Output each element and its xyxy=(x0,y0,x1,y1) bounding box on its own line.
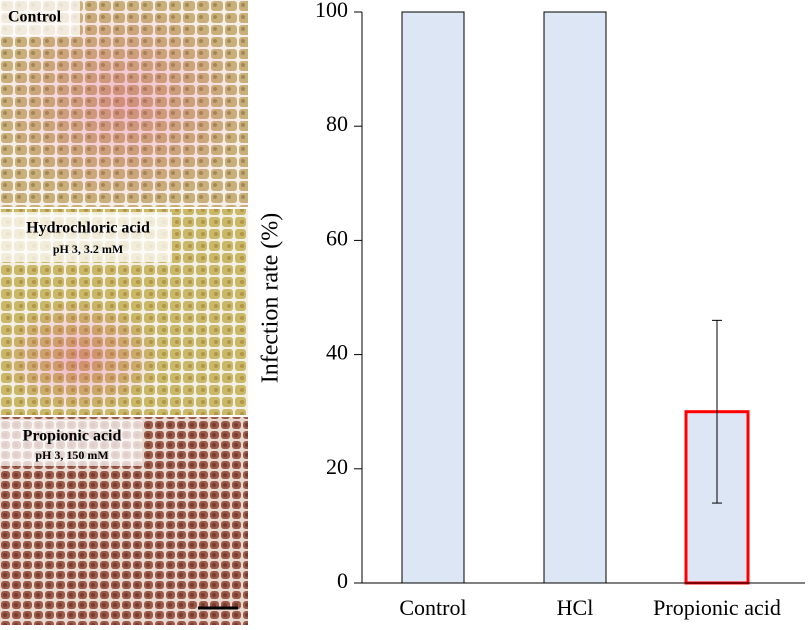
x-tick-label: HCl xyxy=(557,595,594,620)
y-tick-label: 40 xyxy=(326,340,348,365)
bar xyxy=(543,11,607,584)
chart: Infection rate (%) 0 20 40 60 80 100 Control HC… xyxy=(258,0,805,620)
panel-label: Hydrochloric acid xyxy=(26,220,150,237)
y-tick-label: 0 xyxy=(337,568,348,593)
label-box xyxy=(0,420,142,466)
bar xyxy=(401,11,465,584)
panel-sublabel: pH 3, 3.2 mM xyxy=(53,242,123,256)
micrographs: Control Hydrochloric acid pH 3, 3.2 mM P… xyxy=(0,0,248,625)
y-tick-label: 60 xyxy=(326,225,348,250)
y-tick-label: 20 xyxy=(326,454,348,479)
y-tick-label: 100 xyxy=(315,0,348,22)
panel-label: Propionic acid xyxy=(23,428,122,445)
panel-label: Control xyxy=(8,9,62,26)
label-box xyxy=(0,0,80,36)
label-box xyxy=(0,212,172,262)
x-tick-label: Propionic acid xyxy=(653,595,781,620)
y-axis-label: Infection rate (%) xyxy=(258,213,284,384)
y-tick-label: 80 xyxy=(326,111,348,136)
panel-sublabel: pH 3, 150 mM xyxy=(35,448,108,462)
micrograph-tint xyxy=(0,300,160,415)
x-tick-label: Control xyxy=(399,595,466,620)
